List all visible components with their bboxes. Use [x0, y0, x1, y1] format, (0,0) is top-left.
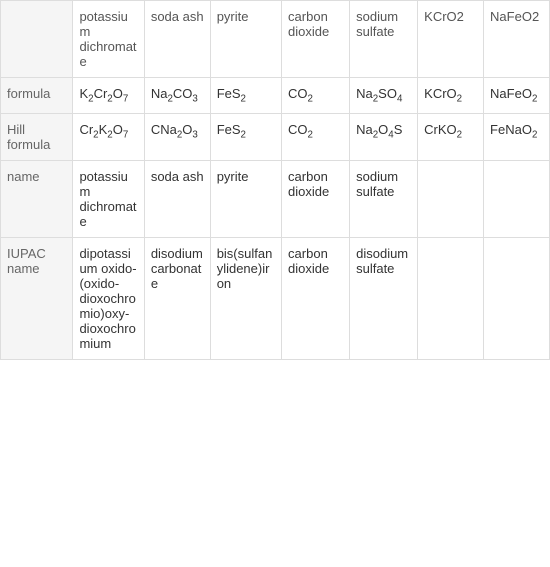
table-row: Hill formulaCr2K2O7CNa2O3FeS2CO2Na2O4SCr… [1, 113, 550, 160]
header-cell: potassium dichromate [73, 1, 144, 78]
header-cell: sodium sulfate [350, 1, 418, 78]
table-cell: Na2O4S [350, 113, 418, 160]
table-cell [484, 160, 550, 237]
table-cell: Cr2K2O7 [73, 113, 144, 160]
table-cell: CNa2O3 [144, 113, 210, 160]
table-cell: dipotassium oxido-(oxido-dioxochromio)ox… [73, 237, 144, 359]
row-label: Hill formula [1, 113, 73, 160]
table-cell: FeS2 [210, 113, 281, 160]
table-cell [484, 237, 550, 359]
header-cell: soda ash [144, 1, 210, 78]
row-label: formula [1, 78, 73, 114]
table-cell: K2Cr2O7 [73, 78, 144, 114]
table-cell [418, 237, 484, 359]
row-label: IUPAC name [1, 237, 73, 359]
table-cell: Na2SO4 [350, 78, 418, 114]
header-cell: NaFeO2 [484, 1, 550, 78]
table-cell: carbon dioxide [282, 160, 350, 237]
chemistry-table: potassium dichromate soda ash pyrite car… [0, 0, 550, 360]
table-cell: disodium sulfate [350, 237, 418, 359]
table-cell: potassium dichromate [73, 160, 144, 237]
table-cell: disodium carbonate [144, 237, 210, 359]
table-row: formulaK2Cr2O7Na2CO3FeS2CO2Na2SO4KCrO2Na… [1, 78, 550, 114]
table-cell: Na2CO3 [144, 78, 210, 114]
row-label: name [1, 160, 73, 237]
table-cell: carbon dioxide [282, 237, 350, 359]
header-cell-blank [1, 1, 73, 78]
table-row: namepotassium dichromatesoda ashpyriteca… [1, 160, 550, 237]
table-cell: FeS2 [210, 78, 281, 114]
header-cell: KCrO2 [418, 1, 484, 78]
table-cell: KCrO2 [418, 78, 484, 114]
table-cell: sodium sulfate [350, 160, 418, 237]
table-cell: bis(sulfanylidene)iron [210, 237, 281, 359]
header-row: potassium dichromate soda ash pyrite car… [1, 1, 550, 78]
table-body: formulaK2Cr2O7Na2CO3FeS2CO2Na2SO4KCrO2Na… [1, 78, 550, 360]
table-cell: CO2 [282, 113, 350, 160]
table-cell [418, 160, 484, 237]
table-cell: CrKO2 [418, 113, 484, 160]
table-cell: pyrite [210, 160, 281, 237]
table-cell: soda ash [144, 160, 210, 237]
table-cell: CO2 [282, 78, 350, 114]
header-cell: pyrite [210, 1, 281, 78]
table-row: IUPAC namedipotassium oxido-(oxido-dioxo… [1, 237, 550, 359]
table-cell: FeNaO2 [484, 113, 550, 160]
header-cell: carbon dioxide [282, 1, 350, 78]
table-cell: NaFeO2 [484, 78, 550, 114]
